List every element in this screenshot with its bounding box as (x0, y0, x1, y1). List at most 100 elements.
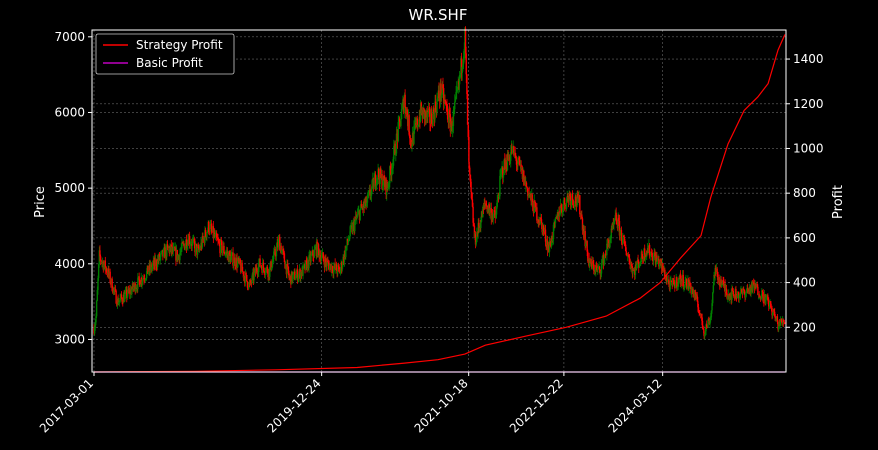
candle-body (448, 110, 450, 123)
candle-body (99, 256, 102, 261)
candle-body (242, 271, 245, 278)
candle-body (97, 278, 99, 290)
candle-body (114, 288, 117, 291)
candle-body (166, 244, 168, 257)
candle-body (502, 174, 505, 178)
chart-title: WR.SHF (409, 6, 468, 24)
candle-body (692, 288, 694, 295)
candle-body (651, 253, 653, 261)
candle-body (248, 283, 250, 289)
candle-body (513, 146, 515, 156)
candle-body (217, 239, 219, 241)
candle-body (616, 220, 618, 223)
candle-body (271, 267, 273, 270)
candle-body (365, 197, 367, 206)
candle-body (588, 258, 590, 267)
candle-body (162, 248, 165, 257)
candle-body (442, 88, 445, 104)
candle-body (680, 278, 682, 285)
candle-body (444, 99, 446, 102)
candle-body (233, 262, 235, 266)
candle-body (704, 334, 706, 336)
candle-body (765, 295, 768, 298)
candle-body (531, 194, 533, 201)
candle-body (774, 316, 777, 322)
candle-body (144, 279, 147, 281)
candle-body (509, 160, 511, 162)
candle-body (147, 265, 149, 274)
candle-body (631, 266, 634, 274)
candle-body (480, 221, 482, 229)
candle-body (576, 193, 578, 206)
candle-body (398, 118, 401, 122)
candle-body (624, 244, 627, 252)
candle-body (223, 253, 226, 255)
candle-body (636, 259, 639, 265)
candle-body (322, 252, 324, 259)
candle-body (534, 202, 537, 210)
candle-body (757, 286, 759, 296)
candle-body (348, 239, 350, 241)
candle-body (133, 287, 135, 289)
candle-body (699, 312, 701, 315)
candle-body (404, 94, 406, 108)
candle-body (126, 289, 128, 298)
candle-body (186, 246, 188, 248)
candle-body (143, 278, 145, 280)
candle-body (705, 324, 707, 332)
candle-body (191, 240, 194, 246)
candle-body (95, 316, 97, 323)
candle-body (779, 322, 781, 327)
candle-body (474, 234, 477, 245)
candle-body (193, 238, 196, 244)
candle-body (650, 252, 652, 256)
candle-body (465, 53, 467, 75)
candle-body (726, 293, 728, 299)
candle-body (337, 265, 339, 274)
candle-body (408, 115, 410, 135)
candle-body (549, 241, 551, 245)
candle-body (356, 217, 358, 219)
candle-body (105, 268, 108, 273)
candle-body (765, 297, 767, 304)
candle-body (591, 261, 594, 269)
candle-body (251, 275, 253, 283)
candle-body (735, 288, 737, 298)
candle-body (783, 322, 786, 325)
candle-body (159, 256, 161, 260)
candle-body (132, 283, 134, 289)
candle-body (703, 329, 705, 334)
candle-body (461, 66, 463, 73)
candle-body (317, 244, 319, 257)
candle-body (204, 229, 207, 237)
candle-body (335, 264, 338, 271)
candle-body (314, 248, 316, 250)
candle-body (453, 109, 455, 111)
candle-body (712, 292, 714, 304)
candle-body (221, 250, 224, 253)
candle-body (713, 274, 715, 286)
candle-body (628, 258, 631, 265)
candle-body (482, 207, 484, 218)
profit-tick-label: 200 (793, 320, 816, 334)
candle-body (595, 266, 597, 273)
candle-body (111, 278, 113, 291)
candle-body (737, 291, 740, 299)
candle-body (391, 168, 394, 170)
candle-body (559, 213, 561, 217)
candle-body (176, 249, 178, 260)
candle-body (409, 134, 411, 139)
candle-body (370, 195, 372, 197)
candle-body (622, 235, 625, 237)
candle-body (359, 209, 361, 221)
candle-body (736, 294, 738, 299)
candle-body (478, 222, 480, 228)
candle-body (729, 296, 731, 300)
candle-body (145, 278, 147, 280)
candle-body (606, 243, 608, 256)
candle-body (428, 108, 430, 110)
candle-body (381, 173, 383, 189)
candle-body (773, 309, 775, 312)
candle-body (292, 274, 294, 282)
candle-body (466, 74, 468, 95)
